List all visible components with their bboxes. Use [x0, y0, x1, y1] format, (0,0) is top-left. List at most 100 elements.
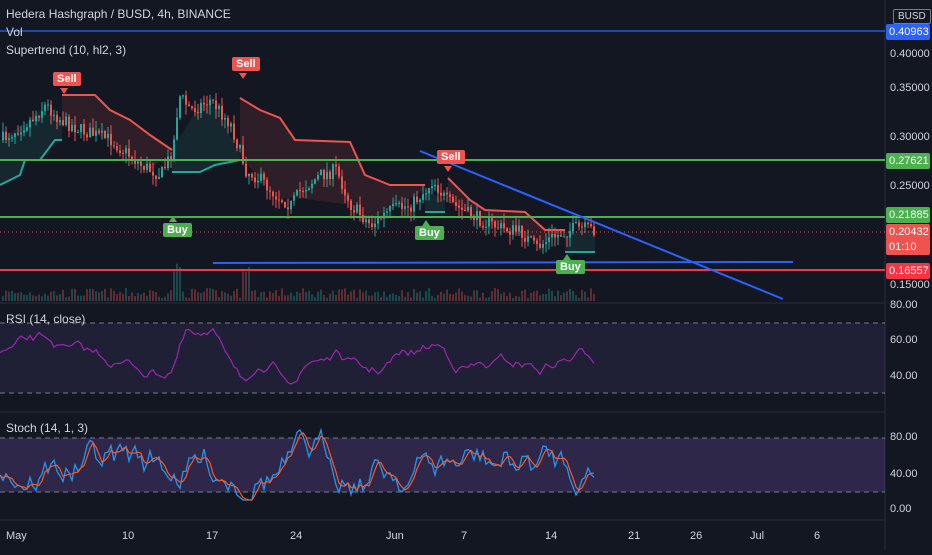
candle-body	[32, 119, 34, 122]
candle-body	[485, 226, 487, 228]
price-tick: 0.25000	[890, 180, 930, 192]
sell-signal-label: Sell	[53, 72, 81, 86]
supertrend-segment	[62, 94, 173, 151]
candle-body	[524, 237, 526, 242]
volume-bar	[296, 291, 298, 301]
volume-bar	[593, 293, 595, 301]
volume-bar	[332, 290, 334, 301]
candle-body	[320, 169, 322, 176]
candle-body	[383, 212, 385, 219]
date-label: 7	[461, 530, 468, 542]
candle-body	[512, 225, 514, 235]
candle-body	[572, 222, 574, 232]
volume-bar	[485, 297, 487, 301]
volume-bar	[239, 297, 241, 301]
volume-bar	[170, 290, 172, 301]
volume-bar	[542, 293, 544, 301]
candle-body	[449, 194, 451, 197]
candle-body	[188, 104, 190, 107]
candle-body	[176, 117, 178, 140]
candle-body	[272, 191, 274, 197]
candle-body	[140, 161, 142, 166]
candle-body	[41, 111, 43, 118]
volume-bar	[512, 297, 514, 301]
volume-bar	[545, 293, 547, 301]
stoch-tick: 0.00	[890, 503, 912, 515]
candle-body	[299, 189, 301, 192]
candle-body	[275, 196, 277, 200]
candle-body	[284, 202, 286, 208]
candle-body	[473, 217, 475, 221]
volume-bar	[434, 297, 436, 301]
volume-bar	[554, 296, 556, 301]
volume-bar	[167, 293, 169, 301]
volume-bar	[413, 289, 415, 301]
volume-bar	[122, 293, 124, 301]
volume-bar	[329, 293, 331, 301]
volume-bar	[416, 292, 418, 301]
candle-body	[20, 132, 22, 135]
volume-bar	[14, 293, 16, 301]
stoch-legend[interactable]: Stoch (14, 1, 3)	[6, 421, 89, 435]
candle-body	[518, 225, 520, 232]
volume-bar	[131, 292, 133, 301]
candle-body	[443, 192, 445, 196]
candle-body	[197, 111, 199, 113]
volume-bar	[308, 290, 310, 301]
date-label: 10	[122, 530, 135, 542]
symbol-title[interactable]: Hedera Hashgraph / BUSD, 4h, BINANCE	[6, 7, 231, 21]
supertrend-shade	[448, 178, 565, 242]
price-tick: 0.40000	[890, 48, 930, 60]
volume-bar	[560, 295, 562, 301]
volume-bar	[182, 291, 184, 301]
volume-bar	[35, 296, 37, 301]
candle-body	[236, 139, 238, 149]
candle-body	[569, 231, 571, 238]
volume-bar	[458, 288, 460, 301]
volume-bar	[215, 290, 217, 301]
volume-bar	[572, 291, 574, 301]
candle-body	[359, 204, 361, 216]
candle-body	[17, 133, 19, 135]
volume-bar	[263, 291, 265, 301]
volume-bar	[410, 297, 412, 301]
candle-body	[239, 145, 241, 149]
candle-body	[365, 219, 367, 223]
volume-bar	[29, 292, 31, 301]
volume-bar	[26, 295, 28, 301]
vol-legend[interactable]: Vol	[6, 25, 23, 39]
volume-bar	[272, 292, 274, 301]
volume-bar	[566, 291, 568, 301]
volume-bar	[23, 294, 25, 301]
candle-body	[71, 124, 73, 131]
volume-bar	[53, 291, 55, 301]
candle-body	[584, 222, 586, 228]
volume-bar	[41, 296, 43, 301]
candle-body	[260, 173, 262, 181]
candle-body	[287, 207, 289, 210]
volume-bar	[395, 294, 397, 301]
candle-body	[488, 217, 490, 227]
volume-bar	[335, 294, 337, 301]
date-label: Jul	[750, 530, 765, 542]
candle-body	[80, 124, 82, 133]
candle-body	[14, 133, 16, 138]
candle-body	[506, 228, 508, 232]
supertrend-legend[interactable]: Supertrend (10, hl2, 3)	[6, 43, 127, 57]
buy-signal-label: Buy	[163, 223, 192, 237]
volume-bar	[290, 292, 292, 301]
sell-signal-label: Sell	[437, 150, 465, 164]
volume-bar	[209, 288, 211, 301]
price-tick: 0.30000	[890, 131, 930, 143]
currency-badge[interactable]: BUSD	[893, 9, 931, 24]
volume-bar	[524, 289, 526, 301]
top-price-tag: 0.40963	[886, 24, 930, 40]
volume-bar	[470, 296, 472, 301]
candle-body	[335, 164, 337, 167]
candle-body	[56, 114, 58, 123]
volume-bar	[437, 294, 439, 301]
buy-signal-label: Buy	[556, 260, 585, 274]
rsi-legend[interactable]: RSI (14, close)	[6, 312, 86, 326]
